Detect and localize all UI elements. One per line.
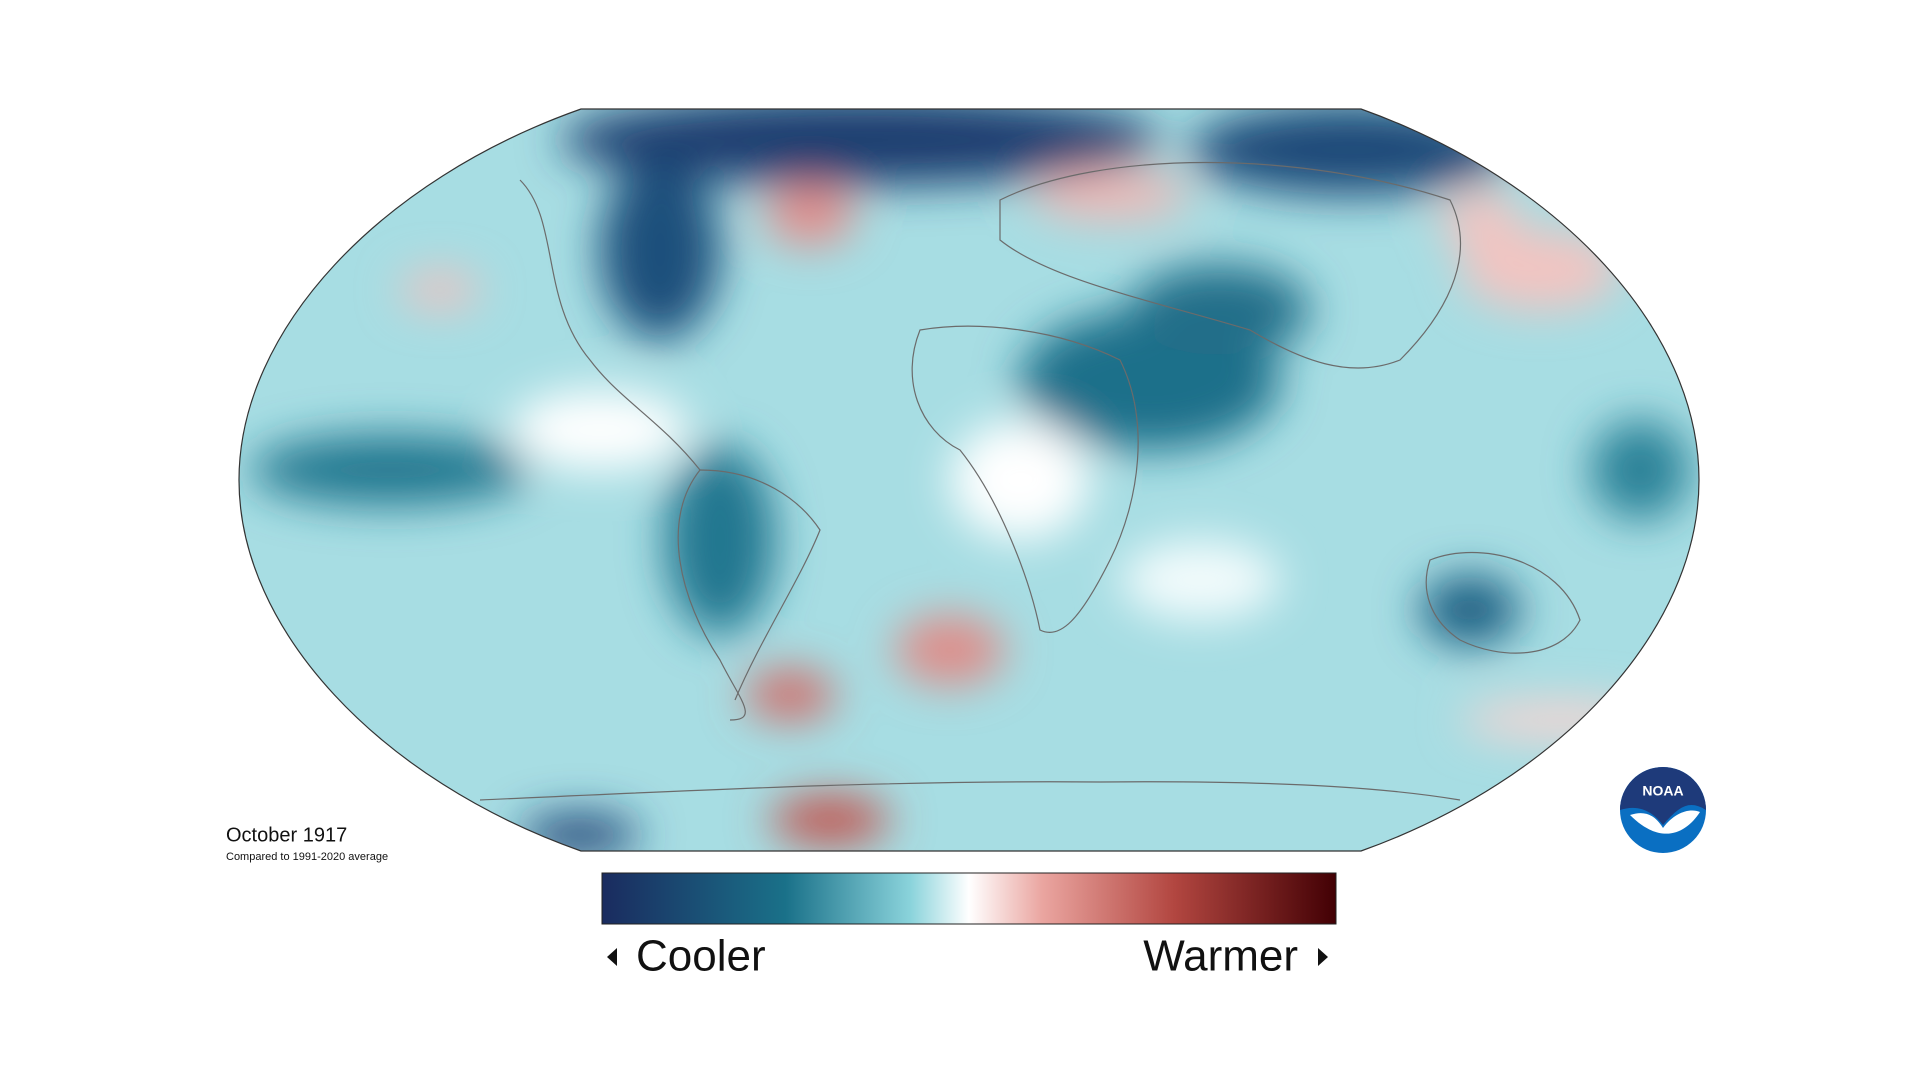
legend-low: Cooler xyxy=(636,932,766,981)
anomaly-map xyxy=(239,109,1699,851)
coastlines xyxy=(479,161,1581,801)
logo-top xyxy=(1620,767,1706,825)
map-subtitle: Compared to 1991-2020 average xyxy=(226,851,388,863)
noaa-logo: NOAA xyxy=(1620,767,1706,853)
color-bar xyxy=(601,872,1337,925)
right-arrow xyxy=(1318,948,1328,966)
logo-text: NOAA xyxy=(1642,783,1683,799)
map-outline xyxy=(238,108,1700,852)
legend-high: Warmer xyxy=(1143,932,1298,981)
map-title: October 1917 xyxy=(226,824,347,846)
left-arrow xyxy=(607,948,617,966)
logo-bird xyxy=(1630,810,1700,834)
